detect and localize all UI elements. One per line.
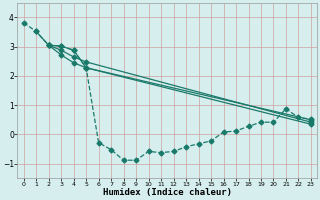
X-axis label: Humidex (Indice chaleur): Humidex (Indice chaleur) xyxy=(103,188,232,197)
